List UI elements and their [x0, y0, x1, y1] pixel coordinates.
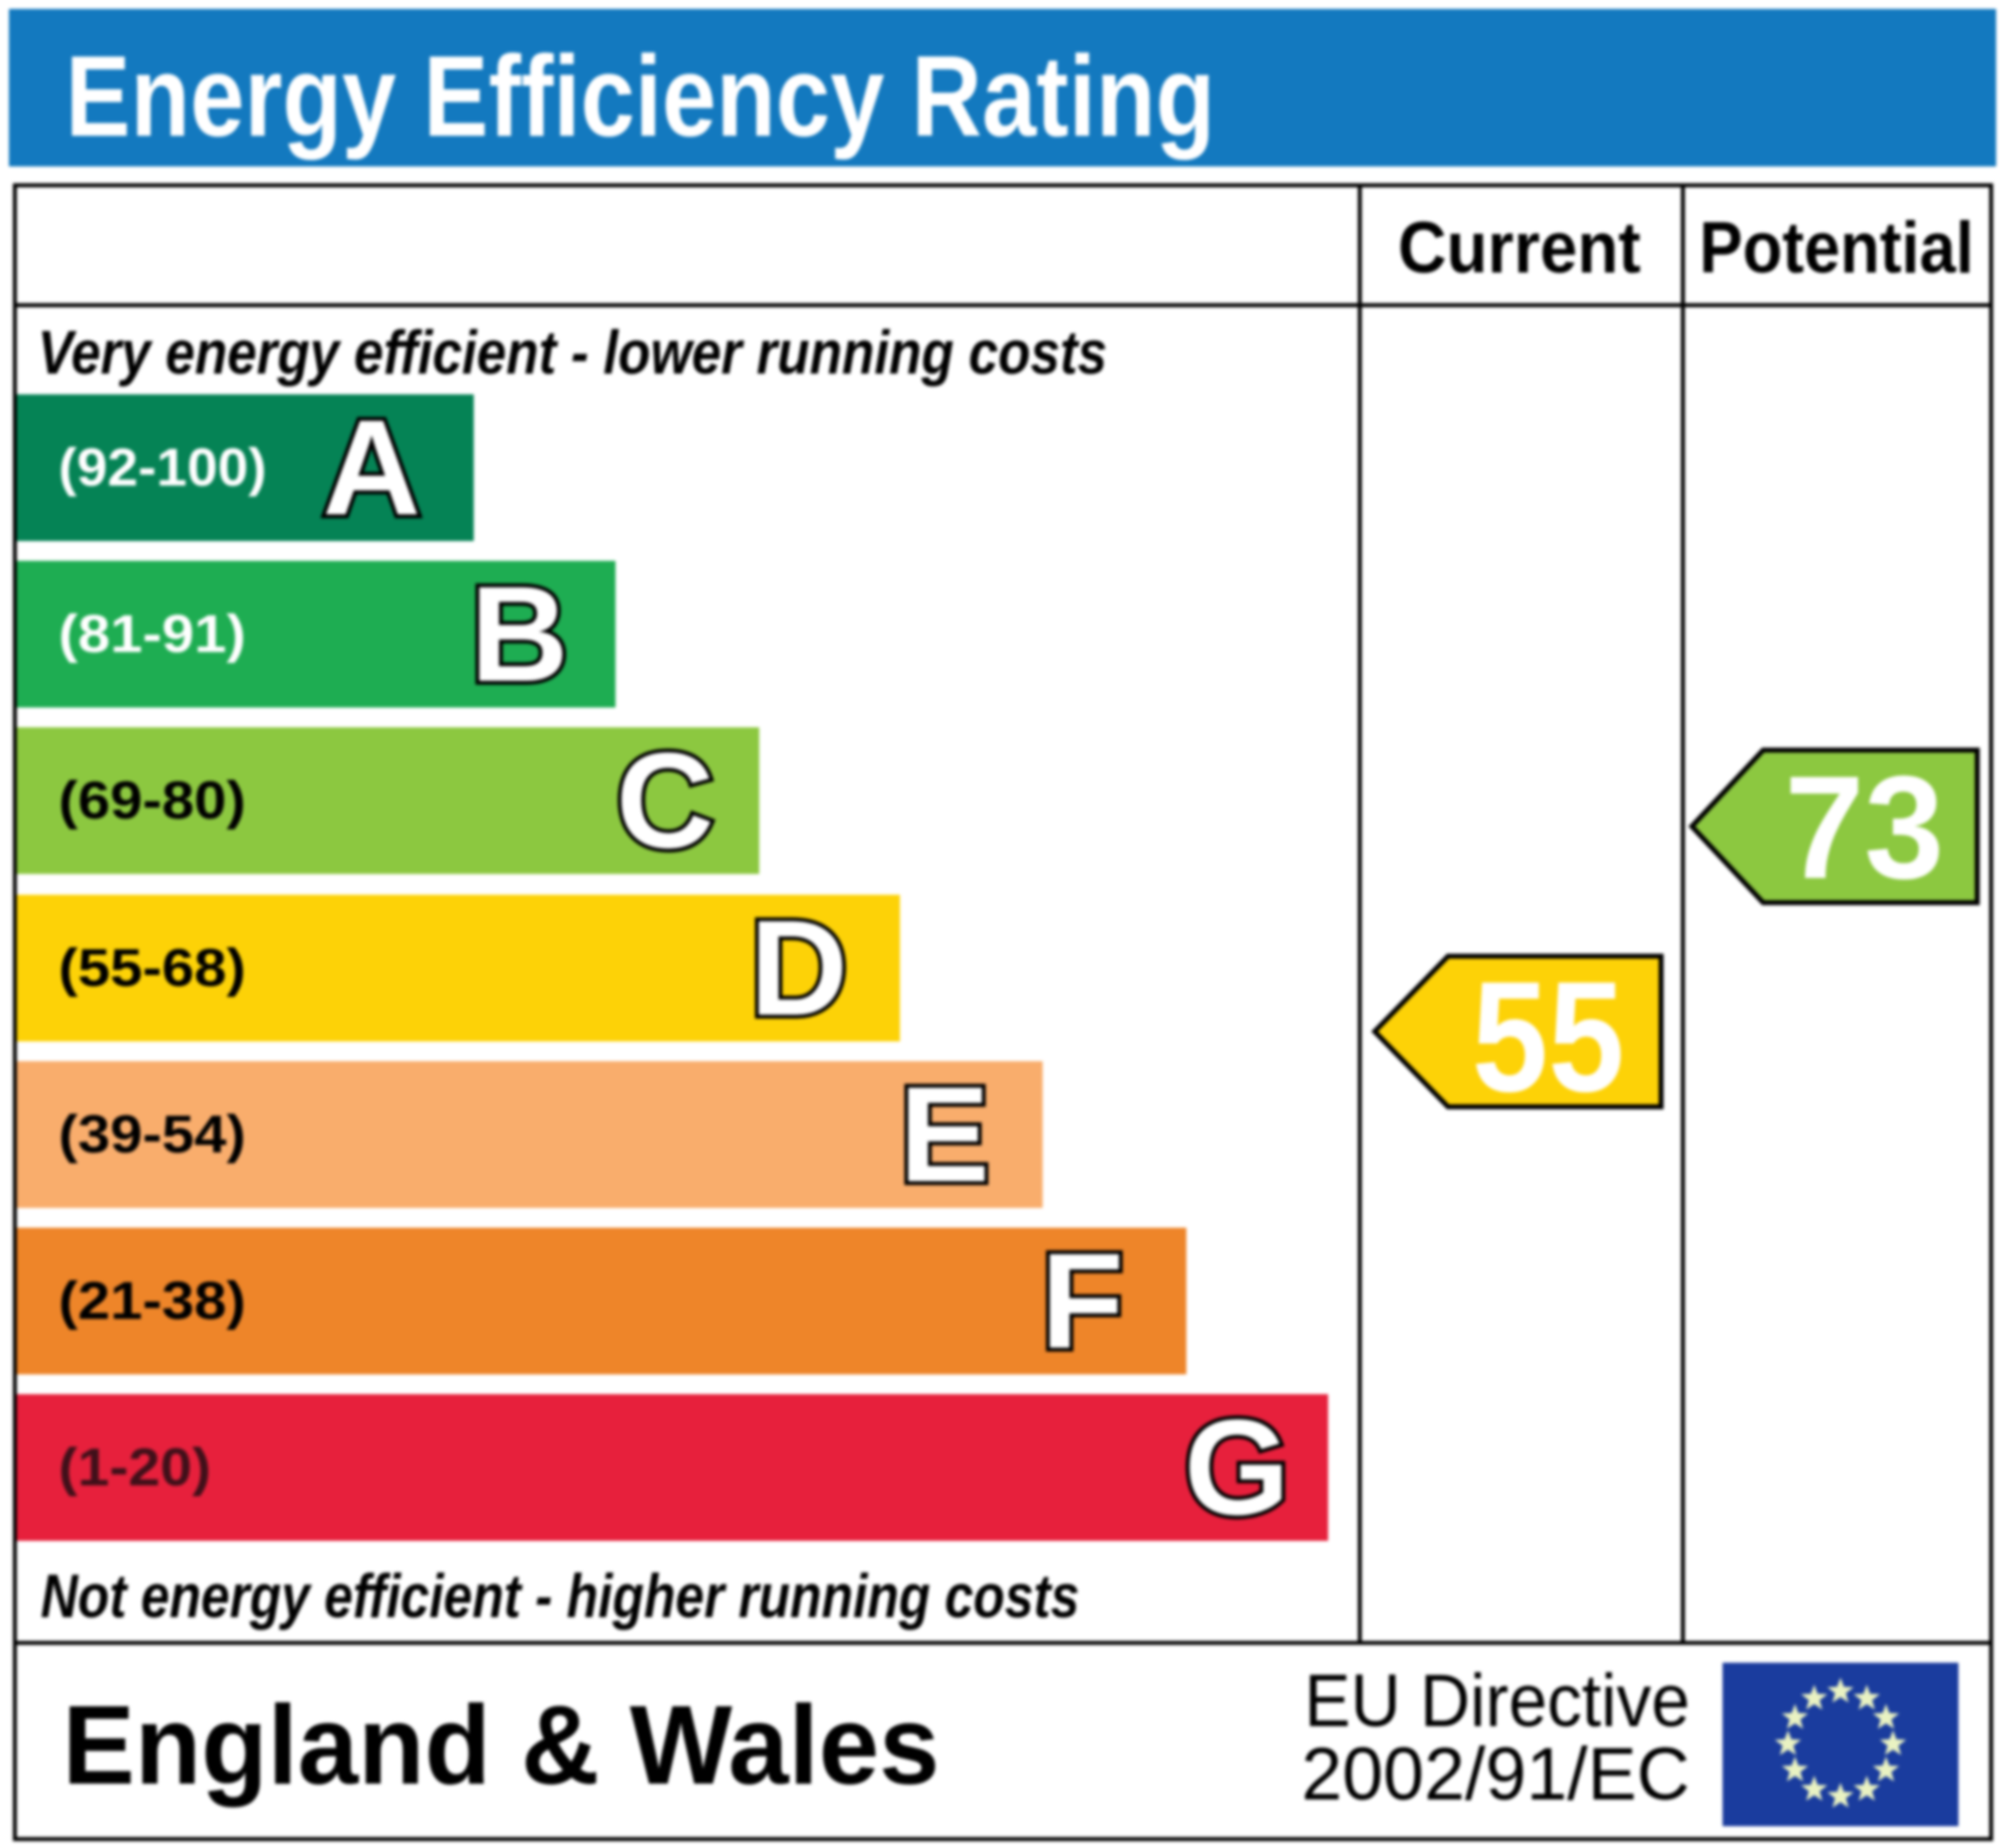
svg-text:(81-91): (81-91) [58, 604, 246, 664]
svg-text:(39-54): (39-54) [58, 1105, 246, 1164]
svg-text:Very energy efficient - lower: Very energy efficient - lower running co… [38, 319, 1107, 387]
svg-text:B: B [471, 559, 569, 710]
svg-text:F: F [1041, 1226, 1124, 1377]
svg-text:(55-68): (55-68) [58, 938, 246, 998]
svg-text:(1-20): (1-20) [58, 1438, 211, 1497]
svg-text:C: C [616, 725, 715, 877]
svg-text:2002/91/EC: 2002/91/EC [1301, 1732, 1690, 1815]
svg-text:Current: Current [1398, 208, 1641, 288]
svg-text:A: A [323, 392, 421, 544]
svg-text:55: 55 [1472, 948, 1624, 1125]
svg-text:Not energy efficient - higher: Not energy efficient - higher running co… [41, 1563, 1079, 1631]
svg-text:Energy Efficiency Rating: Energy Efficiency Rating [65, 32, 1215, 161]
svg-text:D: D [750, 893, 848, 1044]
svg-text:73: 73 [1785, 746, 1945, 910]
svg-text:Potential: Potential [1700, 208, 1974, 288]
svg-text:England & Wales: England & Wales [62, 1683, 940, 1807]
svg-text:EU Directive: EU Directive [1304, 1659, 1690, 1742]
svg-text:(21-38): (21-38) [58, 1271, 246, 1331]
svg-text:(69-80): (69-80) [58, 771, 246, 830]
svg-text:G: G [1184, 1392, 1290, 1544]
svg-text:(92-100): (92-100) [58, 438, 267, 497]
svg-text:E: E [899, 1059, 989, 1211]
